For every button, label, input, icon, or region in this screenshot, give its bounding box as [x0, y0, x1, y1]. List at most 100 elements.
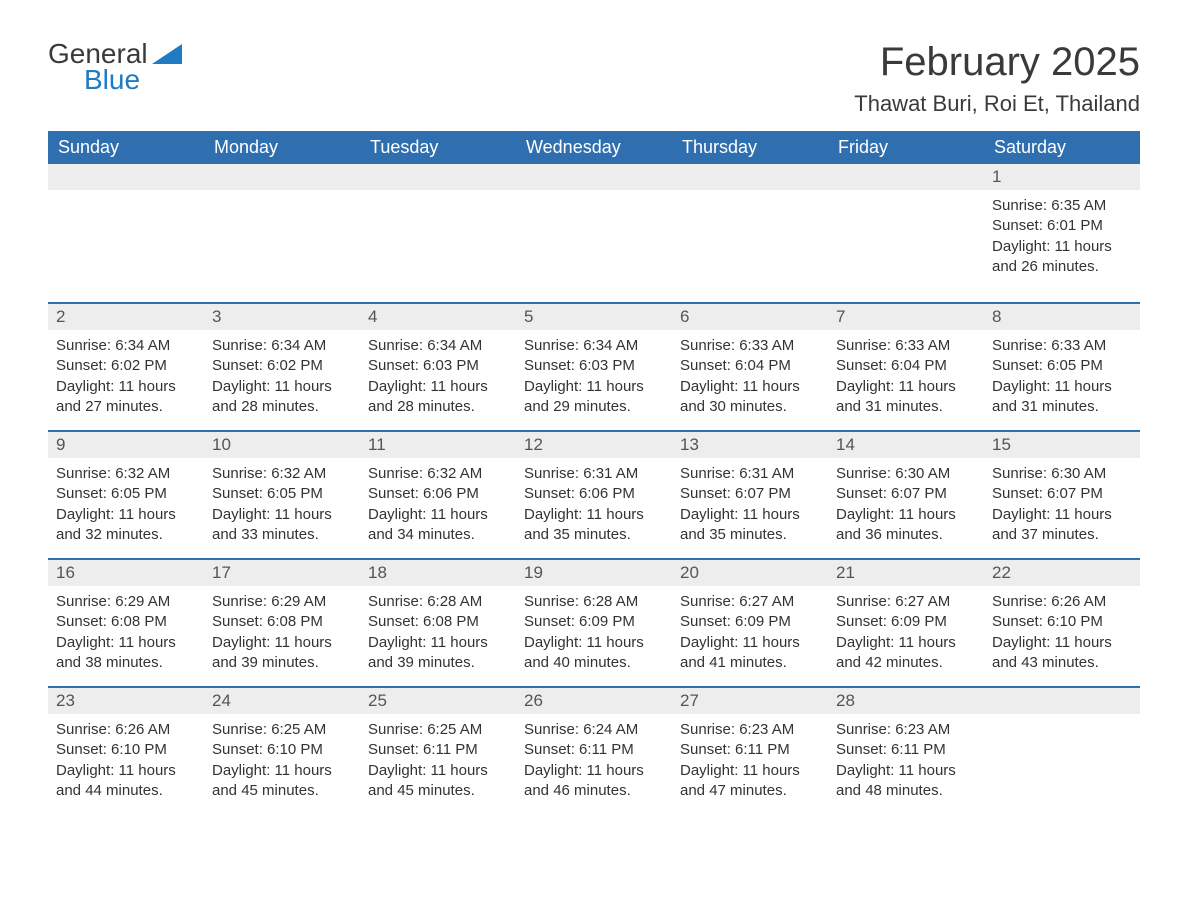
sunset-line: Sunset: 6:02 PM [212, 356, 352, 376]
brand-mark-icon [152, 44, 182, 64]
day-number: 28 [828, 688, 984, 714]
brand-logo: General Blue [48, 40, 182, 94]
day-details: Sunrise: 6:34 AMSunset: 6:03 PMDaylight:… [360, 330, 516, 417]
sunrise-line: Sunrise: 6:34 AM [212, 336, 352, 356]
sunset-line: Sunset: 6:08 PM [212, 612, 352, 632]
day-number: 9 [48, 432, 204, 458]
day-details: Sunrise: 6:23 AMSunset: 6:11 PMDaylight:… [672, 714, 828, 801]
location-subtitle: Thawat Buri, Roi Et, Thailand [854, 91, 1140, 117]
day-details: Sunrise: 6:27 AMSunset: 6:09 PMDaylight:… [828, 586, 984, 673]
sunrise-line: Sunrise: 6:27 AM [680, 592, 820, 612]
sunrise-line: Sunrise: 6:32 AM [368, 464, 508, 484]
calendar-cell: 18Sunrise: 6:28 AMSunset: 6:08 PMDayligh… [360, 548, 516, 676]
calendar-cell: 9Sunrise: 6:32 AMSunset: 6:05 PMDaylight… [48, 420, 204, 548]
day-number: 3 [204, 304, 360, 330]
calendar-cell [828, 164, 984, 292]
day-details: Sunrise: 6:29 AMSunset: 6:08 PMDaylight:… [48, 586, 204, 673]
sunset-line: Sunset: 6:10 PM [212, 740, 352, 760]
day-number: 4 [360, 304, 516, 330]
day-number: 18 [360, 560, 516, 586]
calendar-cell: 1Sunrise: 6:35 AMSunset: 6:01 PMDaylight… [984, 164, 1140, 292]
sunrise-line: Sunrise: 6:27 AM [836, 592, 976, 612]
day-details: Sunrise: 6:32 AMSunset: 6:05 PMDaylight:… [204, 458, 360, 545]
day-details: Sunrise: 6:32 AMSunset: 6:05 PMDaylight:… [48, 458, 204, 545]
sunset-line: Sunset: 6:07 PM [680, 484, 820, 504]
day-number: 27 [672, 688, 828, 714]
calendar-week: 2Sunrise: 6:34 AMSunset: 6:02 PMDaylight… [48, 292, 1140, 420]
sunset-line: Sunset: 6:03 PM [368, 356, 508, 376]
daylight-line: Daylight: 11 hours and 48 minutes. [836, 761, 976, 802]
day-number: 15 [984, 432, 1140, 458]
calendar-cell: 28Sunrise: 6:23 AMSunset: 6:11 PMDayligh… [828, 676, 984, 804]
sunrise-line: Sunrise: 6:26 AM [992, 592, 1132, 612]
daylight-line: Daylight: 11 hours and 40 minutes. [524, 633, 664, 674]
day-details: Sunrise: 6:24 AMSunset: 6:11 PMDaylight:… [516, 714, 672, 801]
sunset-line: Sunset: 6:05 PM [56, 484, 196, 504]
calendar-cell [984, 676, 1140, 804]
day-number: 17 [204, 560, 360, 586]
day-number: 12 [516, 432, 672, 458]
calendar-cell: 3Sunrise: 6:34 AMSunset: 6:02 PMDaylight… [204, 292, 360, 420]
calendar-cell: 19Sunrise: 6:28 AMSunset: 6:09 PMDayligh… [516, 548, 672, 676]
sunset-line: Sunset: 6:11 PM [836, 740, 976, 760]
day-details: Sunrise: 6:34 AMSunset: 6:02 PMDaylight:… [204, 330, 360, 417]
sunrise-line: Sunrise: 6:34 AM [524, 336, 664, 356]
calendar-week: 1Sunrise: 6:35 AMSunset: 6:01 PMDaylight… [48, 164, 1140, 292]
daylight-line: Daylight: 11 hours and 32 minutes. [56, 505, 196, 546]
day-number: 13 [672, 432, 828, 458]
daylight-line: Daylight: 11 hours and 29 minutes. [524, 377, 664, 418]
calendar-cell [360, 164, 516, 292]
calendar-cell: 22Sunrise: 6:26 AMSunset: 6:10 PMDayligh… [984, 548, 1140, 676]
day-number: 26 [516, 688, 672, 714]
day-details: Sunrise: 6:31 AMSunset: 6:07 PMDaylight:… [672, 458, 828, 545]
day-details: Sunrise: 6:34 AMSunset: 6:03 PMDaylight:… [516, 330, 672, 417]
sunset-line: Sunset: 6:11 PM [680, 740, 820, 760]
day-number: 19 [516, 560, 672, 586]
title-block: February 2025 Thawat Buri, Roi Et, Thail… [854, 40, 1140, 117]
daylight-line: Daylight: 11 hours and 26 minutes. [992, 237, 1132, 278]
day-details: Sunrise: 6:23 AMSunset: 6:11 PMDaylight:… [828, 714, 984, 801]
calendar-cell: 26Sunrise: 6:24 AMSunset: 6:11 PMDayligh… [516, 676, 672, 804]
day-number: 5 [516, 304, 672, 330]
sunrise-line: Sunrise: 6:33 AM [836, 336, 976, 356]
sunset-line: Sunset: 6:10 PM [56, 740, 196, 760]
daylight-line: Daylight: 11 hours and 33 minutes. [212, 505, 352, 546]
sunrise-line: Sunrise: 6:34 AM [368, 336, 508, 356]
sunset-line: Sunset: 6:04 PM [680, 356, 820, 376]
daylight-line: Daylight: 11 hours and 30 minutes. [680, 377, 820, 418]
sunrise-line: Sunrise: 6:32 AM [56, 464, 196, 484]
day-details: Sunrise: 6:33 AMSunset: 6:04 PMDaylight:… [828, 330, 984, 417]
dayname-header: Saturday [984, 131, 1140, 164]
day-details: Sunrise: 6:26 AMSunset: 6:10 PMDaylight:… [48, 714, 204, 801]
sunset-line: Sunset: 6:08 PM [56, 612, 196, 632]
day-number: 20 [672, 560, 828, 586]
day-number: 6 [672, 304, 828, 330]
daylight-line: Daylight: 11 hours and 44 minutes. [56, 761, 196, 802]
sunset-line: Sunset: 6:07 PM [992, 484, 1132, 504]
sunrise-line: Sunrise: 6:30 AM [992, 464, 1132, 484]
day-number: 10 [204, 432, 360, 458]
calendar-cell [516, 164, 672, 292]
sunrise-line: Sunrise: 6:24 AM [524, 720, 664, 740]
calendar-body: 1Sunrise: 6:35 AMSunset: 6:01 PMDaylight… [48, 164, 1140, 804]
calendar-cell: 15Sunrise: 6:30 AMSunset: 6:07 PMDayligh… [984, 420, 1140, 548]
sunset-line: Sunset: 6:01 PM [992, 216, 1132, 236]
day-details: Sunrise: 6:32 AMSunset: 6:06 PMDaylight:… [360, 458, 516, 545]
sunrise-line: Sunrise: 6:35 AM [992, 196, 1132, 216]
calendar-table: SundayMondayTuesdayWednesdayThursdayFrid… [48, 131, 1140, 804]
daylight-line: Daylight: 11 hours and 36 minutes. [836, 505, 976, 546]
day-details: Sunrise: 6:29 AMSunset: 6:08 PMDaylight:… [204, 586, 360, 673]
day-details: Sunrise: 6:25 AMSunset: 6:11 PMDaylight:… [360, 714, 516, 801]
calendar-cell: 24Sunrise: 6:25 AMSunset: 6:10 PMDayligh… [204, 676, 360, 804]
calendar-cell: 10Sunrise: 6:32 AMSunset: 6:05 PMDayligh… [204, 420, 360, 548]
daylight-line: Daylight: 11 hours and 39 minutes. [212, 633, 352, 674]
day-details: Sunrise: 6:31 AMSunset: 6:06 PMDaylight:… [516, 458, 672, 545]
sunrise-line: Sunrise: 6:31 AM [680, 464, 820, 484]
sunrise-line: Sunrise: 6:26 AM [56, 720, 196, 740]
calendar-cell: 23Sunrise: 6:26 AMSunset: 6:10 PMDayligh… [48, 676, 204, 804]
sunrise-line: Sunrise: 6:25 AM [212, 720, 352, 740]
sunset-line: Sunset: 6:10 PM [992, 612, 1132, 632]
sunset-line: Sunset: 6:06 PM [524, 484, 664, 504]
sunset-line: Sunset: 6:05 PM [992, 356, 1132, 376]
day-number: 25 [360, 688, 516, 714]
